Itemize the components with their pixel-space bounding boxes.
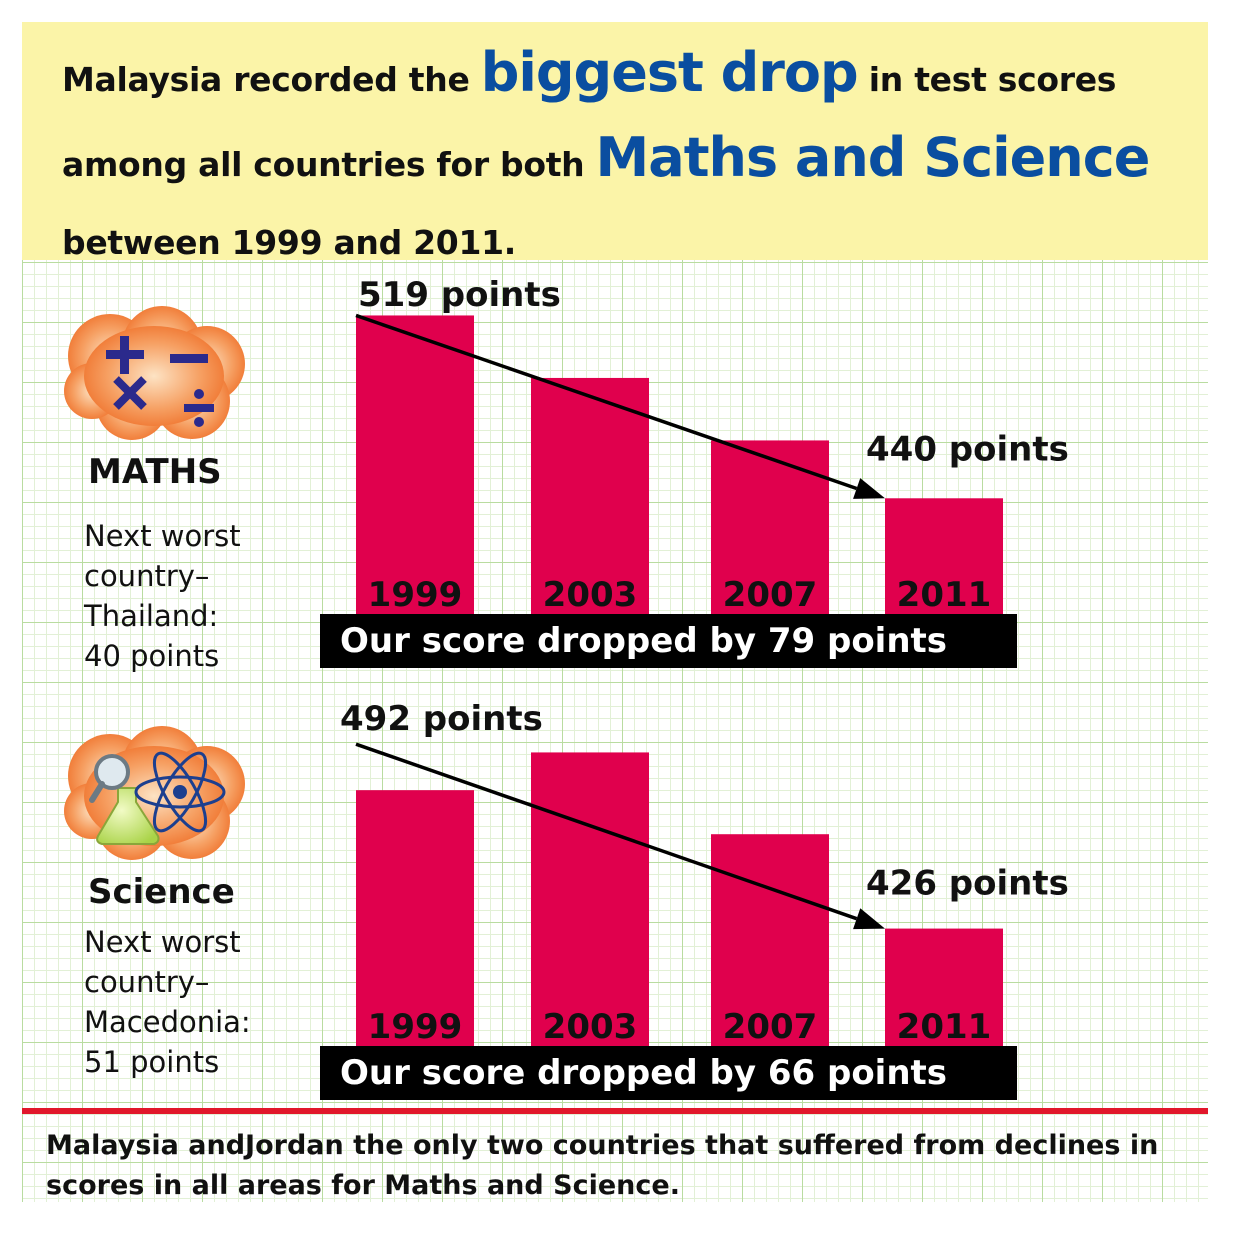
maths-bar-2003 (531, 377, 649, 614)
science-next-worst-note: Next worst country– Macedonia: 51 points (84, 922, 251, 1082)
maths-year-label-2003: 2003 (543, 575, 638, 615)
headline: Malaysia recorded the biggest drop in te… (62, 34, 1182, 282)
science-note-line: Next worst (84, 925, 241, 959)
science-points-label-1999: 492 points (340, 699, 543, 739)
maths-note-line: country– (84, 559, 210, 593)
maths-title: MATHS (88, 452, 222, 492)
maths-note-line: Thailand: (84, 599, 219, 633)
maths-year-label-2011: 2011 (897, 575, 992, 615)
headline-emphasis-biggest-drop: biggest drop (480, 41, 859, 104)
maths-note-line: 40 points (84, 639, 220, 673)
maths-year-label-1999: 1999 (368, 575, 463, 615)
science-trend-arrow-head (853, 908, 885, 930)
science-note-line: 51 points (84, 1045, 220, 1079)
headline-emphasis-maths-science: Maths and Science (595, 126, 1151, 189)
maths-trend-arrow-head (853, 478, 885, 499)
maths-drop-banner: Our score dropped by 79 points (320, 614, 1017, 668)
science-year-label-2003: 2003 (543, 1007, 638, 1047)
headline-part-1: Malaysia recorded the (62, 60, 481, 99)
divider-rule (22, 1108, 1208, 1114)
science-bar-2011 (885, 928, 1003, 1046)
science-drop-banner: Our score dropped by 66 points (320, 1046, 1017, 1100)
maths-year-label-2007: 2007 (723, 575, 818, 615)
science-note-line: country– (84, 965, 210, 999)
science-points-label-2011: 426 points (866, 864, 1069, 904)
footer-note: Malaysia andJordan the only two countrie… (46, 1130, 1159, 1201)
headline-box (22, 22, 1208, 260)
science-bar-2007 (711, 834, 829, 1046)
science-year-label-2007: 2007 (723, 1007, 818, 1047)
science-year-label-2011: 2011 (897, 1007, 992, 1047)
science-atom-icon (64, 726, 245, 860)
science-trend-arrow-line (355, 742, 858, 921)
maths-bar-2007 (711, 440, 829, 614)
maths-bar-2011 (885, 498, 1003, 614)
headline-part-3: between 1999 and 2011. (62, 223, 516, 262)
math-operators-icon (64, 306, 245, 440)
science-title: Science (88, 872, 235, 912)
maths-points-label-2011: 440 points (866, 429, 1069, 469)
science-year-label-1999: 1999 (368, 1007, 463, 1047)
maths-points-label-1999: 519 points (358, 275, 561, 315)
maths-note-line: Next worst (84, 519, 241, 553)
headline-part-2: in test scores among all countries for b… (62, 60, 1117, 184)
science-bar-1999 (356, 790, 474, 1046)
maths-trend-arrow-line (355, 313, 858, 491)
science-bar-2003 (531, 752, 649, 1046)
maths-next-worst-note: Next worst country– Thailand: 40 points (84, 516, 241, 676)
maths-bar-1999 (356, 315, 474, 614)
science-note-line: Macedonia: (84, 1005, 251, 1039)
